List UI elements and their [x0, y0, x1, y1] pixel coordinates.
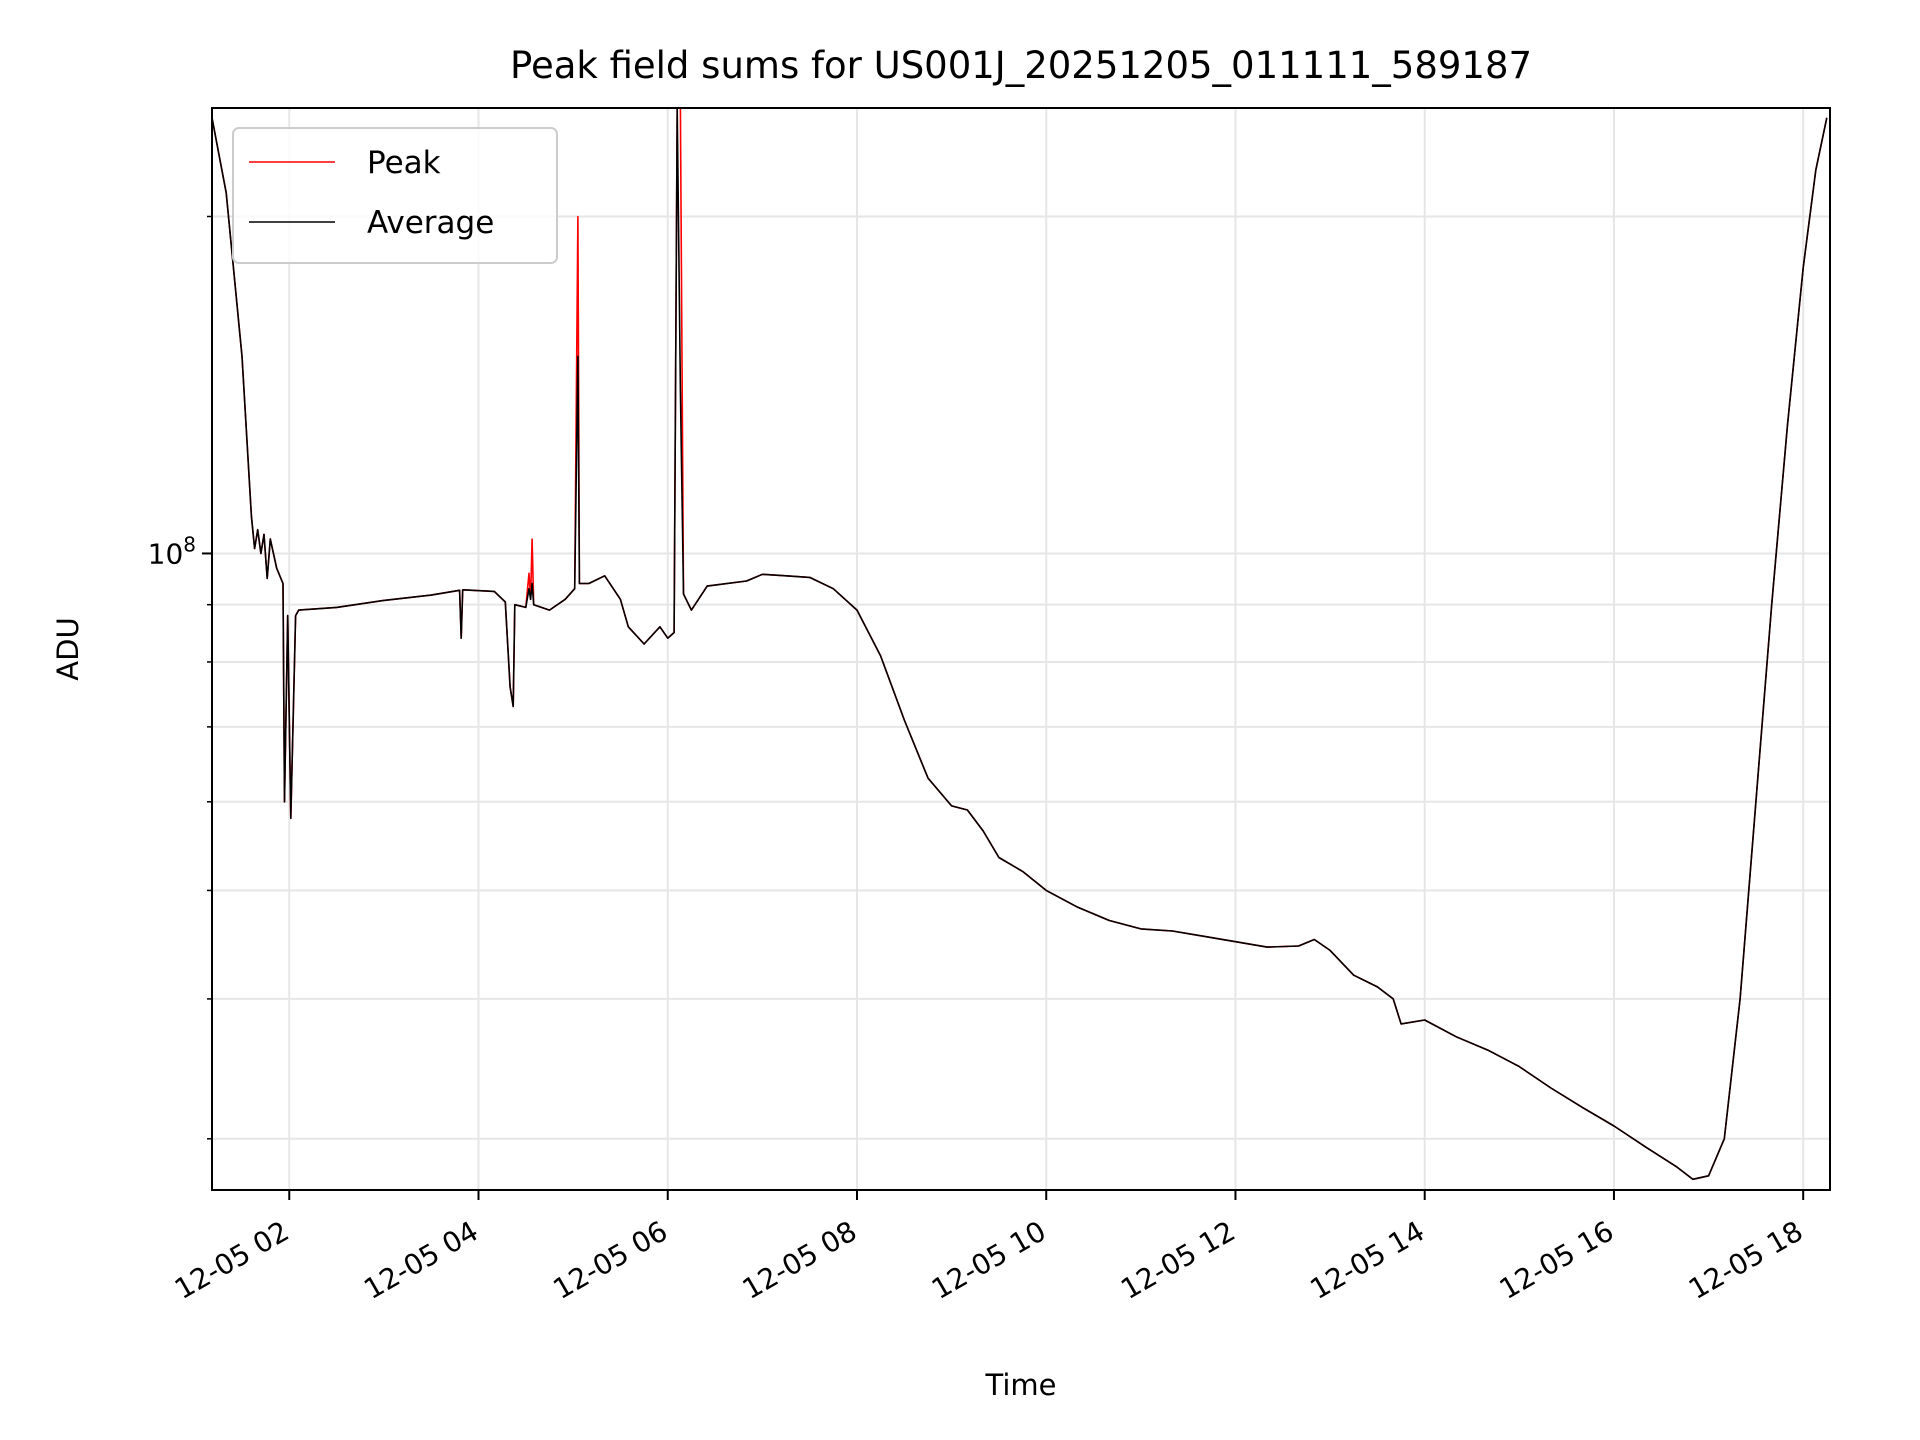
chart-title: Peak field sums for US001J_20251205_0111… [510, 44, 1532, 87]
legend: Peak Average [232, 127, 558, 264]
plot-area [212, 108, 1830, 1190]
x-axis-label: Time [985, 1368, 1057, 1402]
plot-frame [211, 107, 1831, 1191]
legend-label-peak: Peak [367, 145, 441, 181]
series-layer [212, 108, 1828, 1181]
grid-lines [212, 108, 1830, 1190]
y-tick-label-exponent: 8 [183, 532, 196, 556]
series-line-average [212, 108, 1828, 1181]
y-tick-label-base: 10 [148, 537, 184, 570]
legend-label-average: Average [367, 205, 494, 241]
y-axis-label: ADU [51, 617, 85, 680]
y-tick-label: 108 [148, 532, 196, 570]
